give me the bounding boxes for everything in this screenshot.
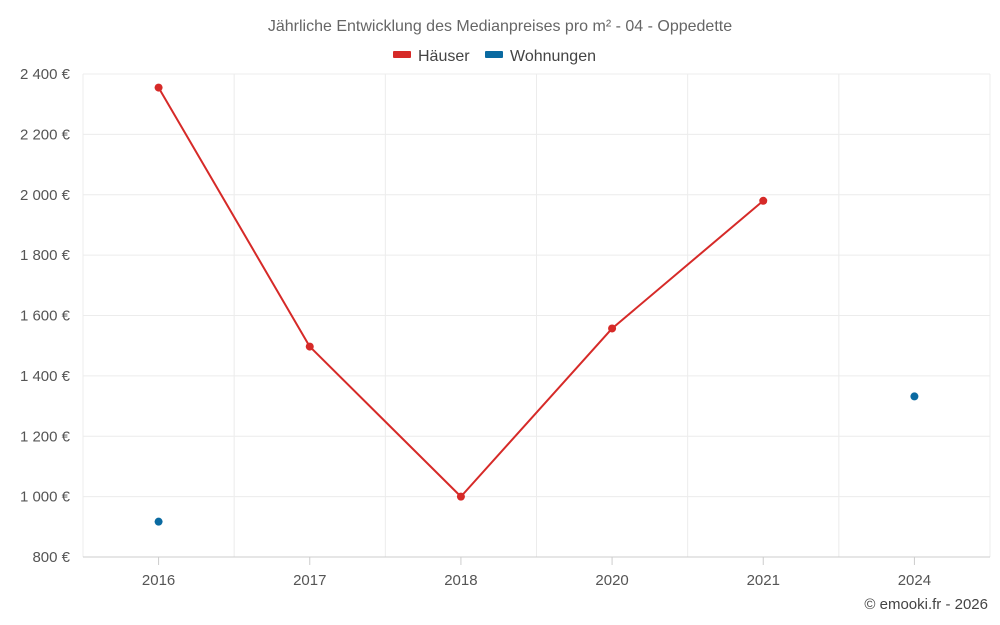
y-tick-label: 2 000 € — [20, 187, 71, 204]
legend-item-haeuser[interactable]: Häuser — [393, 48, 470, 65]
data-point[interactable] — [910, 392, 919, 401]
y-tick-label: 1 000 € — [20, 489, 71, 506]
credit-text: © emooki.fr - 2026 — [864, 596, 988, 613]
y-tick-label: 1 600 € — [20, 308, 71, 325]
x-tick-label: 2017 — [293, 572, 326, 589]
data-point[interactable] — [305, 342, 314, 351]
y-tick-label: 2 400 € — [20, 66, 71, 83]
legend-label-wohnungen: Wohnungen — [510, 48, 596, 65]
data-point[interactable] — [456, 492, 465, 501]
legend-swatch-wohnungen — [485, 51, 503, 58]
x-tick-label: 2016 — [142, 572, 175, 589]
x-tick-label: 2024 — [898, 572, 931, 589]
x-tick-label: 2018 — [444, 572, 477, 589]
grid — [82, 73, 991, 557]
x-tick-label: 2020 — [595, 572, 628, 589]
x-tick-label: 2021 — [747, 572, 780, 589]
data-point[interactable] — [759, 196, 768, 205]
chart-title: Jährliche Entwicklung des Medianpreises … — [268, 18, 732, 35]
legend-label-haeuser: Häuser — [418, 48, 470, 65]
y-tick-label: 800 € — [32, 549, 70, 566]
series — [154, 83, 919, 526]
data-point[interactable] — [154, 83, 163, 92]
y-tick-label: 1 400 € — [20, 368, 71, 385]
y-tick-label: 2 200 € — [20, 126, 71, 143]
y-tick-label: 1 800 € — [20, 247, 71, 264]
legend-item-wohnungen[interactable]: Wohnungen — [485, 48, 596, 65]
y-tick-label: 1 200 € — [20, 428, 71, 445]
data-point[interactable] — [154, 517, 163, 526]
x-axis: 2016 2017 2018 2020 2021 2024 — [83, 556, 990, 589]
legend-swatch-haeuser — [393, 51, 411, 58]
y-axis: 800 € 1 000 € 1 200 € 1 400 € 1 600 € 1 800 €… — [20, 66, 71, 566]
series-0 — [154, 83, 768, 501]
series-line — [157, 87, 764, 498]
legend: Häuser Wohnungen — [393, 48, 596, 65]
data-point[interactable] — [608, 324, 617, 333]
series-1 — [154, 392, 919, 526]
